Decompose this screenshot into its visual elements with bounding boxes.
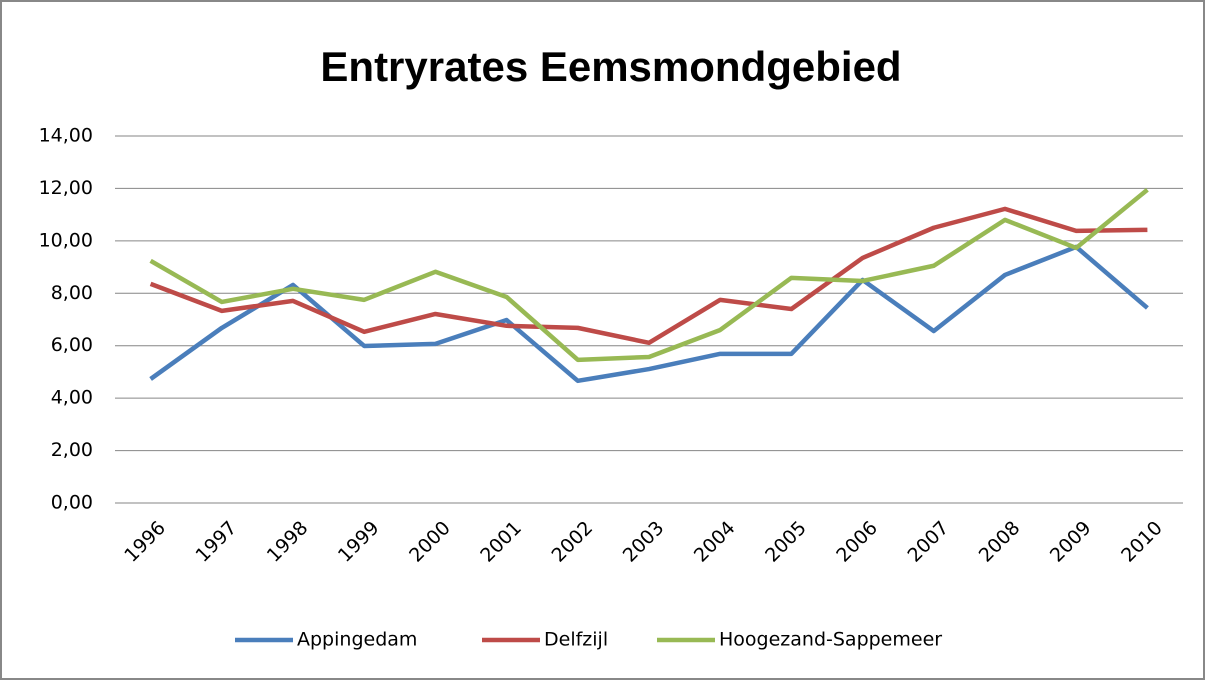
chart-title: Entryrates Eemsmondgebied: [320, 43, 901, 90]
y-tick-label: 4,00: [51, 387, 93, 409]
legend-label: Hoogezand-Sappemeer: [719, 629, 942, 651]
series-line: [149, 244, 1149, 384]
series-line: [149, 206, 1148, 346]
series-line: [149, 187, 1149, 363]
y-tick-label: 6,00: [51, 334, 93, 356]
y-tick-label: 12,00: [39, 177, 93, 199]
y-tick-label: 14,00: [39, 125, 93, 147]
y-tick-label: 10,00: [39, 229, 93, 251]
y-tick-label: 8,00: [51, 282, 93, 304]
y-tick-label: 0,00: [51, 492, 93, 514]
legend-label: Delfzijl: [544, 629, 608, 651]
y-tick-label: 2,00: [51, 439, 93, 461]
legend-label: Appingedam: [297, 629, 417, 651]
